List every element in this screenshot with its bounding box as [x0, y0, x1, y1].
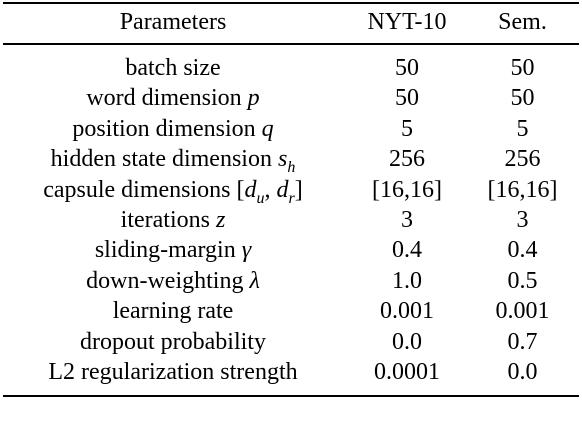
sem-value: 0.5: [507, 268, 538, 294]
table-row: dropout probability 0.0 0.7: [3, 327, 579, 357]
sem-value: 5: [516, 116, 529, 142]
param-label: sliding-margin: [94, 237, 236, 263]
param-label: dropout probability: [80, 329, 266, 355]
top-rule: [3, 2, 579, 4]
sem-value: 0.4: [507, 237, 538, 263]
nyt-value: 1.0: [392, 268, 422, 294]
sem-value: 0.001: [495, 298, 550, 324]
param-name: iterations z: [3, 205, 343, 235]
table-row: capsule dimensions [du, dr] [16,16] [16,…: [3, 175, 579, 207]
table-row: iterations z 3 3: [3, 205, 579, 235]
nyt-value: 3: [401, 207, 413, 233]
param-name: word dimension p: [3, 83, 343, 113]
param-symbol: s: [277, 146, 288, 172]
table-row: learning rate 0.001 0.001: [3, 296, 579, 326]
table-row: hidden state dimension sh 256 256: [3, 144, 579, 176]
table-row: position dimension q 5 5: [3, 114, 579, 144]
param-symbol: γ: [241, 237, 252, 263]
nyt-value: 50: [395, 85, 419, 111]
table-row: batch size 50 50: [3, 53, 579, 83]
param-name: down-weighting λ: [3, 266, 343, 296]
nyt-value: 0.001: [380, 298, 434, 324]
sem-value: 256: [504, 146, 541, 172]
param-label: hidden state dimension: [50, 146, 272, 172]
param-subscript: h: [287, 159, 296, 176]
param-label: iterations: [120, 207, 210, 233]
param-name: L2 regularization strength: [3, 357, 343, 387]
header-sem: Sem.: [498, 9, 547, 35]
param-symbol: λ: [249, 268, 260, 294]
nyt-value: 5: [401, 116, 413, 142]
nyt-value: 0.4: [392, 237, 422, 263]
nyt-value: 256: [389, 146, 425, 172]
param-label: word dimension: [86, 85, 242, 111]
sem-value: 0.7: [507, 329, 538, 355]
table-header-row: Parameters NYT-10 Sem.: [3, 7, 579, 37]
table-row: down-weighting λ 1.0 0.5: [3, 266, 579, 296]
bracket-open: [: [236, 177, 245, 203]
param-name: sliding-margin γ: [3, 235, 343, 265]
sem-value: 50: [510, 55, 535, 81]
header-rule: [3, 43, 579, 45]
bracket-close: ]: [294, 177, 303, 203]
param-name: position dimension q: [3, 114, 343, 144]
param-label: batch size: [125, 55, 221, 81]
bottom-rule: [3, 395, 579, 397]
param-name: hidden state dimension sh: [3, 144, 343, 176]
table-row: sliding-margin γ 0.4 0.4: [3, 235, 579, 265]
capsule-comma: ,: [264, 177, 277, 203]
param-name: batch size: [3, 53, 343, 83]
param-symbol: q: [261, 116, 274, 142]
sem-value: 50: [510, 85, 535, 111]
capsule-r-subscript: r: [288, 190, 295, 207]
nyt-value: 0.0001: [374, 359, 440, 385]
capsule-d-symbol: d: [276, 177, 289, 203]
capsule-d-symbol: d: [244, 177, 257, 203]
nyt-value: [16,16]: [372, 177, 442, 203]
header-parameters: Parameters: [119, 9, 227, 35]
param-label: capsule dimensions: [43, 177, 231, 203]
sem-value: 0.0: [507, 359, 538, 385]
param-label: L2 regularization strength: [48, 359, 298, 385]
sem-value: [16,16]: [487, 177, 558, 203]
param-name: dropout probability: [3, 327, 343, 357]
param-name: learning rate: [3, 296, 343, 326]
nyt-value: 0.0: [392, 329, 422, 355]
param-label: position dimension: [72, 116, 256, 142]
header-nyt10: NYT-10: [367, 9, 447, 35]
param-symbol: p: [247, 85, 260, 111]
param-name: capsule dimensions [du, dr]: [3, 175, 343, 207]
param-label: learning rate: [112, 298, 234, 324]
table-row: word dimension p 50 50: [3, 83, 579, 113]
nyt-value: 50: [395, 55, 419, 81]
capsule-u-subscript: u: [256, 190, 265, 207]
table-row: L2 regularization strength 0.0001 0.0: [3, 357, 579, 387]
param-symbol: z: [215, 207, 226, 233]
param-label: down-weighting: [86, 268, 244, 294]
sem-value: 3: [516, 207, 529, 233]
